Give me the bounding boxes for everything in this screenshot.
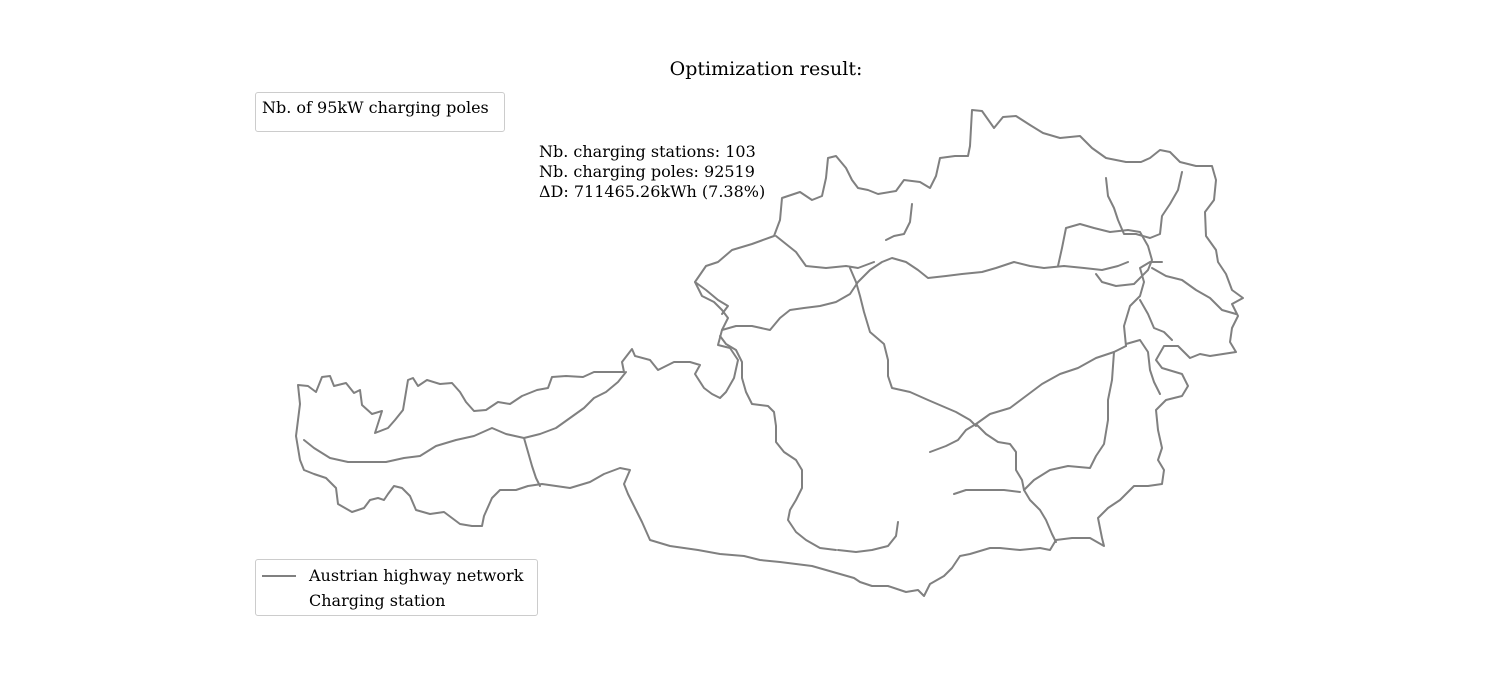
highway-a12-inntal — [303, 371, 627, 463]
stats-poles: Nb. charging poles: 92519 — [539, 162, 755, 181]
highway-s1-vienna-ring — [1057, 223, 1153, 287]
austria-border-outline — [295, 109, 1244, 597]
highway-a6-east — [1151, 267, 1237, 315]
stats-annotation: Nb. charging stations: 103 Nb. charging … — [539, 142, 765, 202]
legend-item-highway: Austrian highway network — [262, 563, 531, 588]
highway-a2-east — [1023, 489, 1057, 543]
highway-a1-central — [721, 257, 1129, 331]
highway-a2-carinthia — [837, 521, 899, 553]
highway-a5-north — [1105, 171, 1183, 239]
stats-stations: Nb. charging stations: 103 — [539, 142, 756, 161]
highway-s4-mattersburg — [1139, 299, 1173, 341]
highway-a10-tauern — [719, 335, 837, 551]
austria-border — [295, 109, 1244, 597]
stats-delta: ΔD: 711465.26kWh (7.38%) — [539, 182, 766, 201]
highway-a9-pyhrn — [849, 267, 977, 427]
legend-network: Austrian highway network Charging statio… — [255, 559, 538, 616]
highway-a2-south — [929, 351, 1115, 491]
highway-a9-styria — [953, 489, 1021, 495]
highway-s6-semmering — [975, 345, 1127, 425]
legend-label-station: Charging station — [309, 590, 446, 610]
highway-a13-brenner — [523, 437, 541, 487]
highway-network — [303, 171, 1237, 553]
legend-charging-poles: Nb. of 95kW charging poles — [255, 92, 505, 132]
plot-title: Optimization result: — [669, 58, 863, 80]
highway-a7-muehlkreis — [885, 203, 913, 241]
legend-poles-title: Nb. of 95kW charging poles — [262, 98, 489, 117]
legend-label-highway: Austrian highway network — [309, 565, 524, 585]
legend-line-swatch — [262, 566, 296, 586]
highway-a4-east — [1123, 261, 1163, 347]
highway-a8-innkreis — [775, 235, 875, 269]
highway-a3-burgenland — [1125, 339, 1161, 395]
legend-item-station: Charging station — [262, 588, 531, 613]
highway-a1-west — [694, 281, 729, 315]
legend-empty-swatch — [262, 591, 296, 611]
